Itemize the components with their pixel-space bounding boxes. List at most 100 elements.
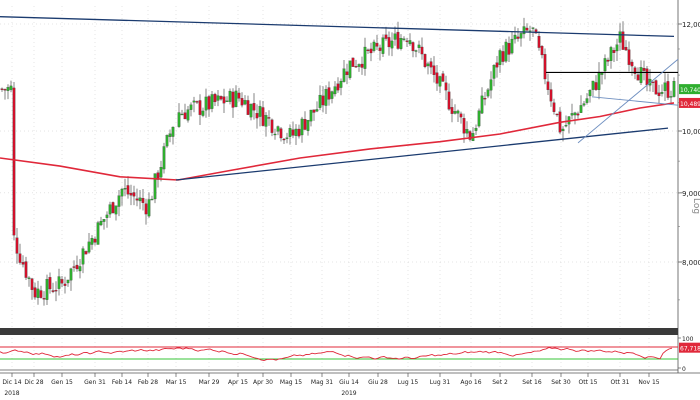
candle-body: [594, 82, 598, 90]
candle-body: [84, 251, 88, 255]
candle-body: [369, 48, 373, 54]
candle-body: [219, 96, 223, 100]
candle-body: [621, 31, 625, 50]
candle-body: [93, 238, 97, 243]
x-tick-label: Giu 28: [368, 379, 388, 386]
candle-body: [597, 71, 601, 90]
candle-body: [0, 88, 4, 90]
candle-body: [90, 238, 94, 245]
candle-body: [348, 60, 352, 78]
candle-body: [351, 57, 355, 67]
candle-body: [87, 241, 91, 253]
candle-body: [666, 81, 670, 98]
candle-body: [366, 49, 370, 52]
candle-body: [153, 173, 157, 200]
candle-body: [570, 113, 574, 116]
candle-body: [603, 58, 607, 72]
candle-body: [195, 101, 199, 103]
candle-body: [57, 276, 61, 289]
candle-body: [522, 26, 526, 35]
candle-body: [456, 110, 460, 114]
candle-body: [114, 205, 118, 215]
candle-body: [333, 86, 337, 95]
candle-body: [531, 27, 535, 29]
candle-body: [27, 277, 31, 279]
candle-body: [183, 112, 187, 120]
candle-body: [411, 42, 415, 52]
candle-body: [141, 198, 145, 203]
candle-body: [3, 89, 7, 91]
candle-body: [123, 188, 127, 190]
candle-body: [582, 103, 586, 106]
candle-body: [438, 76, 442, 87]
candle-body: [15, 237, 19, 254]
candle-body: [186, 109, 190, 121]
candle-body: [321, 95, 325, 106]
candle-body: [303, 119, 307, 130]
x-tick-label: Apr 30: [253, 379, 273, 386]
candle-body: [390, 40, 394, 49]
x-tick-label: Feb 14: [112, 379, 132, 386]
candle-body: [606, 59, 610, 62]
candle-body: [126, 185, 130, 195]
y-tick-label: 8,0000: [682, 259, 700, 267]
candle-body: [324, 89, 328, 106]
candle-body: [261, 107, 265, 126]
candle-body: [660, 92, 664, 94]
candle-body: [642, 68, 646, 71]
candle-body: [99, 220, 103, 226]
candle-body: [534, 29, 538, 34]
candle-body: [33, 287, 37, 298]
candle-body: [609, 47, 613, 61]
candle-body: [237, 92, 241, 99]
candle-body: [543, 54, 547, 80]
candle-body: [144, 203, 148, 215]
candle-body: [669, 96, 673, 98]
candle-body: [75, 264, 79, 270]
candle-body: [30, 278, 34, 290]
candle-body: [42, 298, 46, 300]
candle-body: [291, 129, 295, 136]
candle-body: [192, 100, 196, 103]
x-tick-label: Feb 28: [138, 379, 158, 386]
candle-body: [459, 113, 463, 118]
candle-body: [243, 100, 247, 105]
x-tick-label: Gen 31: [84, 379, 106, 386]
candle-body: [249, 104, 253, 118]
candle-body: [564, 125, 568, 127]
candle-body: [288, 128, 292, 137]
candle-body: [657, 92, 661, 97]
candle-body: [60, 279, 64, 284]
candle-body: [498, 50, 502, 65]
candle-body: [624, 46, 628, 51]
candle-body: [447, 91, 451, 110]
candle-body: [171, 126, 175, 137]
candle-body: [180, 113, 184, 116]
candle-body: [207, 96, 211, 110]
candle-body: [276, 126, 280, 132]
channel-line-flat: [591, 96, 679, 106]
candle-body: [378, 47, 382, 51]
candle-body: [645, 68, 649, 86]
candle-body: [387, 37, 391, 48]
candle-body: [162, 146, 166, 170]
candle-body: [489, 79, 493, 91]
candle-body: [372, 41, 376, 51]
candle-body: [630, 61, 634, 67]
candle-body: [423, 54, 427, 67]
candle-body: [132, 192, 136, 197]
candle-body: [270, 119, 274, 133]
candle-body: [330, 91, 334, 99]
candle-body: [375, 43, 379, 47]
candle-body: [18, 253, 22, 263]
candle-body: [537, 35, 541, 48]
candle-body: [444, 82, 448, 91]
y-axis-title: Log: [691, 198, 700, 214]
candle-body: [426, 63, 430, 67]
candle-body: [501, 51, 505, 62]
candle-body: [12, 87, 16, 236]
candle-body: [342, 68, 346, 82]
candle-body: [105, 214, 109, 218]
x-tick-label: Mar 29: [199, 379, 220, 386]
candle-body: [417, 44, 421, 48]
